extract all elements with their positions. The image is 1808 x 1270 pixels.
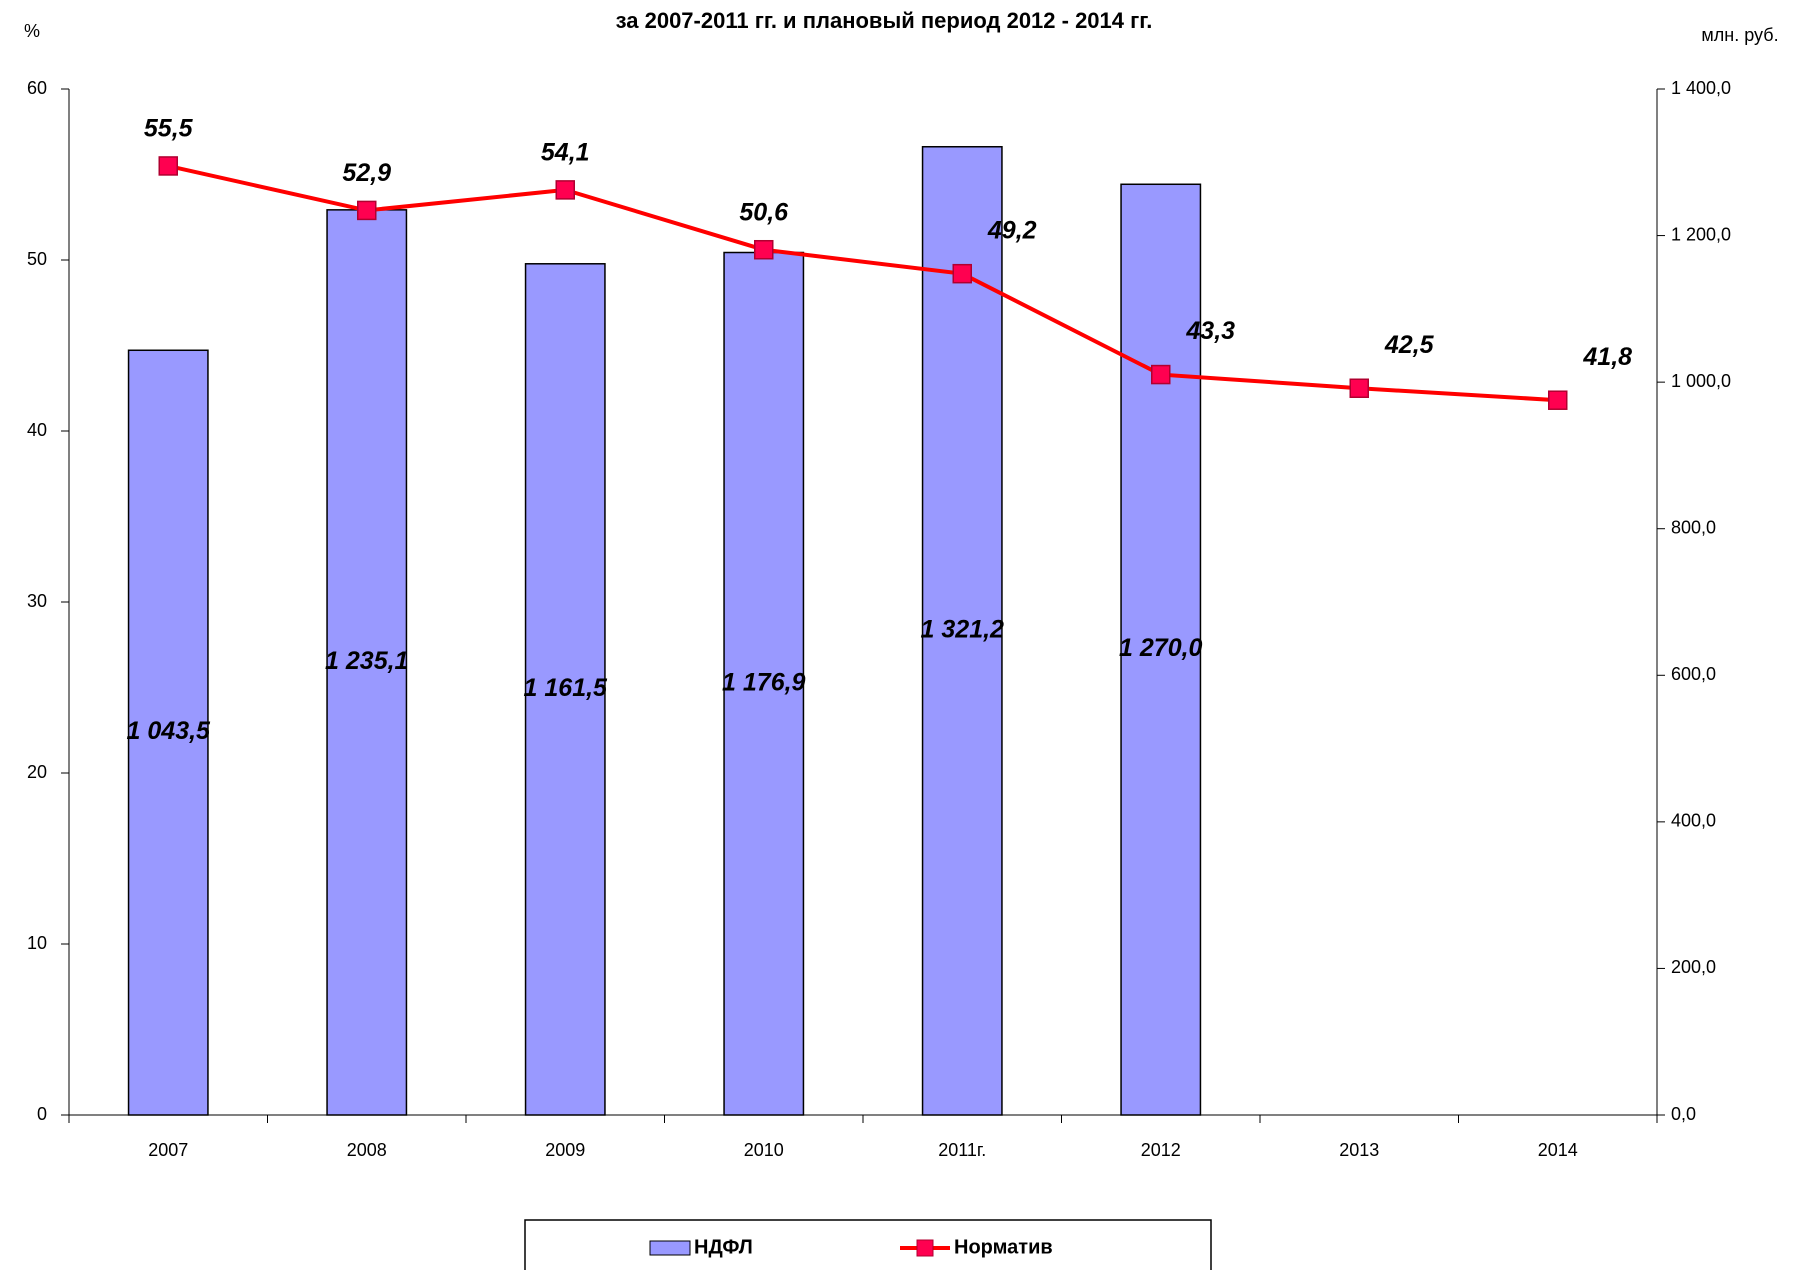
x-tick-label: 2014 [1538,1140,1578,1160]
y-tick-label: 30 [27,591,47,611]
y2-tick-label: 1 200,0 [1671,224,1731,244]
legend-swatch [649,1240,691,1256]
y2-tick-label: 1 000,0 [1671,371,1731,391]
x-tick-label: 2009 [545,1140,585,1160]
marker [158,156,178,176]
y-tick-label: 60 [27,78,47,98]
legend-label: Норматив [954,1236,1053,1258]
line [167,163,1558,403]
x-tick-label: 2008 [347,1140,387,1160]
marker [754,239,774,260]
bar [326,209,408,1116]
y-tick-label: 0 [37,1104,47,1124]
bar [127,349,209,1116]
data-label: 49,2 [987,216,1037,244]
y-tick-label: 50 [27,249,47,269]
y-axis-label: % [24,21,40,41]
x-tick-label: 2012 [1141,1140,1181,1160]
data-label: 1 176,9 [722,668,806,696]
y2-axis-label: млн. руб. [1701,25,1778,45]
marker [1548,390,1568,410]
x-tick-label: 2007 [148,1140,188,1160]
y2-tick-label: 800,0 [1671,517,1716,537]
y2-tick-label: 600,0 [1671,664,1716,684]
legend-box [524,1219,1212,1270]
data-label: 43,3 [1185,317,1235,345]
data-label: 55,5 [144,115,194,143]
y-tick-label: 10 [27,933,47,953]
marker [1151,364,1171,385]
y2-tick-label: 200,0 [1671,957,1716,977]
bar [1120,183,1202,1116]
data-label: 1 161,5 [524,674,609,702]
x-tick-label: 2013 [1339,1140,1379,1160]
data-label: 1 043,5 [127,717,212,745]
data-label: 41,8 [1582,343,1632,371]
chart-title: за 2007-2011 гг. и плановый период 2012 … [616,8,1153,33]
data-label: 42,5 [1384,331,1435,359]
marker [1349,378,1369,398]
data-label: 54,1 [541,138,590,166]
y2-tick-label: 0,0 [1671,1104,1696,1124]
x-tick-label: 2011г. [938,1140,986,1160]
x-tick-label: 2010 [744,1140,784,1160]
y-tick-label: 20 [27,762,47,782]
data-label: 1 321,2 [921,615,1005,643]
marker [555,180,575,200]
marker [952,263,972,284]
legend-marker [916,1239,934,1257]
bar [921,145,1003,1116]
data-label: 50,6 [739,198,789,226]
bar [723,251,805,1116]
marker [357,200,377,221]
y2-tick-label: 400,0 [1671,811,1716,831]
y-tick-label: 40 [27,420,47,440]
legend-label: НДФЛ [694,1236,753,1258]
data-label: 1 270,0 [1119,634,1203,662]
y2-tick-label: 1 400,0 [1671,78,1731,98]
data-label: 52,9 [342,159,391,187]
bar [524,263,606,1116]
data-label: 1 235,1 [325,647,408,675]
